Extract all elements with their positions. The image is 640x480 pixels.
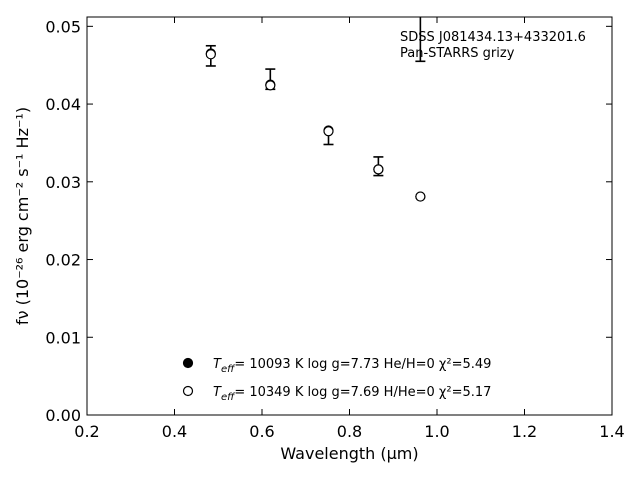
- y-tick-label: 0.01: [45, 328, 81, 347]
- legend: Teff= 10093 K log g=7.73 He/H=0 χ²=5.49T…: [182, 357, 491, 403]
- y-tick-label: 0.03: [45, 173, 81, 192]
- x-tick-label: 0.2: [74, 422, 99, 441]
- x-tick-label: 1.0: [424, 422, 449, 441]
- legend-entry: Teff= 10093 K log g=7.73 He/H=0 χ²=5.49: [213, 357, 491, 375]
- x-tick-label: 0.6: [249, 422, 274, 441]
- y-tick-label: 0.00: [45, 406, 81, 425]
- plot-marks: [205, 17, 426, 202]
- legend-teff-subscript: eff: [221, 392, 236, 403]
- model-point-helium: [415, 191, 426, 202]
- plot-area: [205, 17, 426, 202]
- y-tick-label: 0.02: [45, 251, 81, 270]
- x-tick-label: 0.8: [337, 422, 362, 441]
- x-tick-label: 0.4: [162, 422, 187, 441]
- legend-teff-symbol: T: [213, 357, 222, 372]
- y-tick-label: 0.04: [45, 95, 81, 114]
- y-tick-label: 0.05: [45, 17, 81, 36]
- model-point-helium: [373, 164, 384, 175]
- x-tick-label: 1.2: [512, 422, 537, 441]
- model-point-helium: [265, 80, 276, 91]
- legend-parameters: = 10093 K log g=7.73 He/H=0 χ²=5.49: [234, 357, 491, 372]
- legend-marker-filled: [182, 357, 194, 369]
- x-tick-label: 1.4: [599, 422, 624, 441]
- model-point-helium: [205, 49, 216, 60]
- legend-entry: Teff= 10349 K log g=7.69 H/He=0 χ²=5.17: [213, 385, 491, 403]
- legend-teff-symbol: T: [213, 385, 222, 400]
- legend-teff-subscript: eff: [221, 364, 236, 375]
- legend-parameters: = 10349 K log g=7.69 H/He=0 χ²=5.17: [234, 385, 491, 400]
- y-axis-label: fν (10⁻²⁶ erg cm⁻² s⁻¹ Hz⁻¹): [13, 107, 32, 325]
- annotation-photometry-survey: Pan-STARRS grizy: [400, 46, 515, 61]
- x-axis-label: Wavelength (μm): [280, 444, 418, 463]
- model-point-helium: [323, 126, 334, 137]
- annotation-object-name: SDSS J081434.13+433201.6: [400, 30, 586, 45]
- axis-ticks: 0.2 0.4 0.6 0.8 1.0 1.2 1.4 0.00 0.01 0.02 0.03 0.0…: [45, 17, 625, 441]
- legend-marker-open: [182, 385, 194, 397]
